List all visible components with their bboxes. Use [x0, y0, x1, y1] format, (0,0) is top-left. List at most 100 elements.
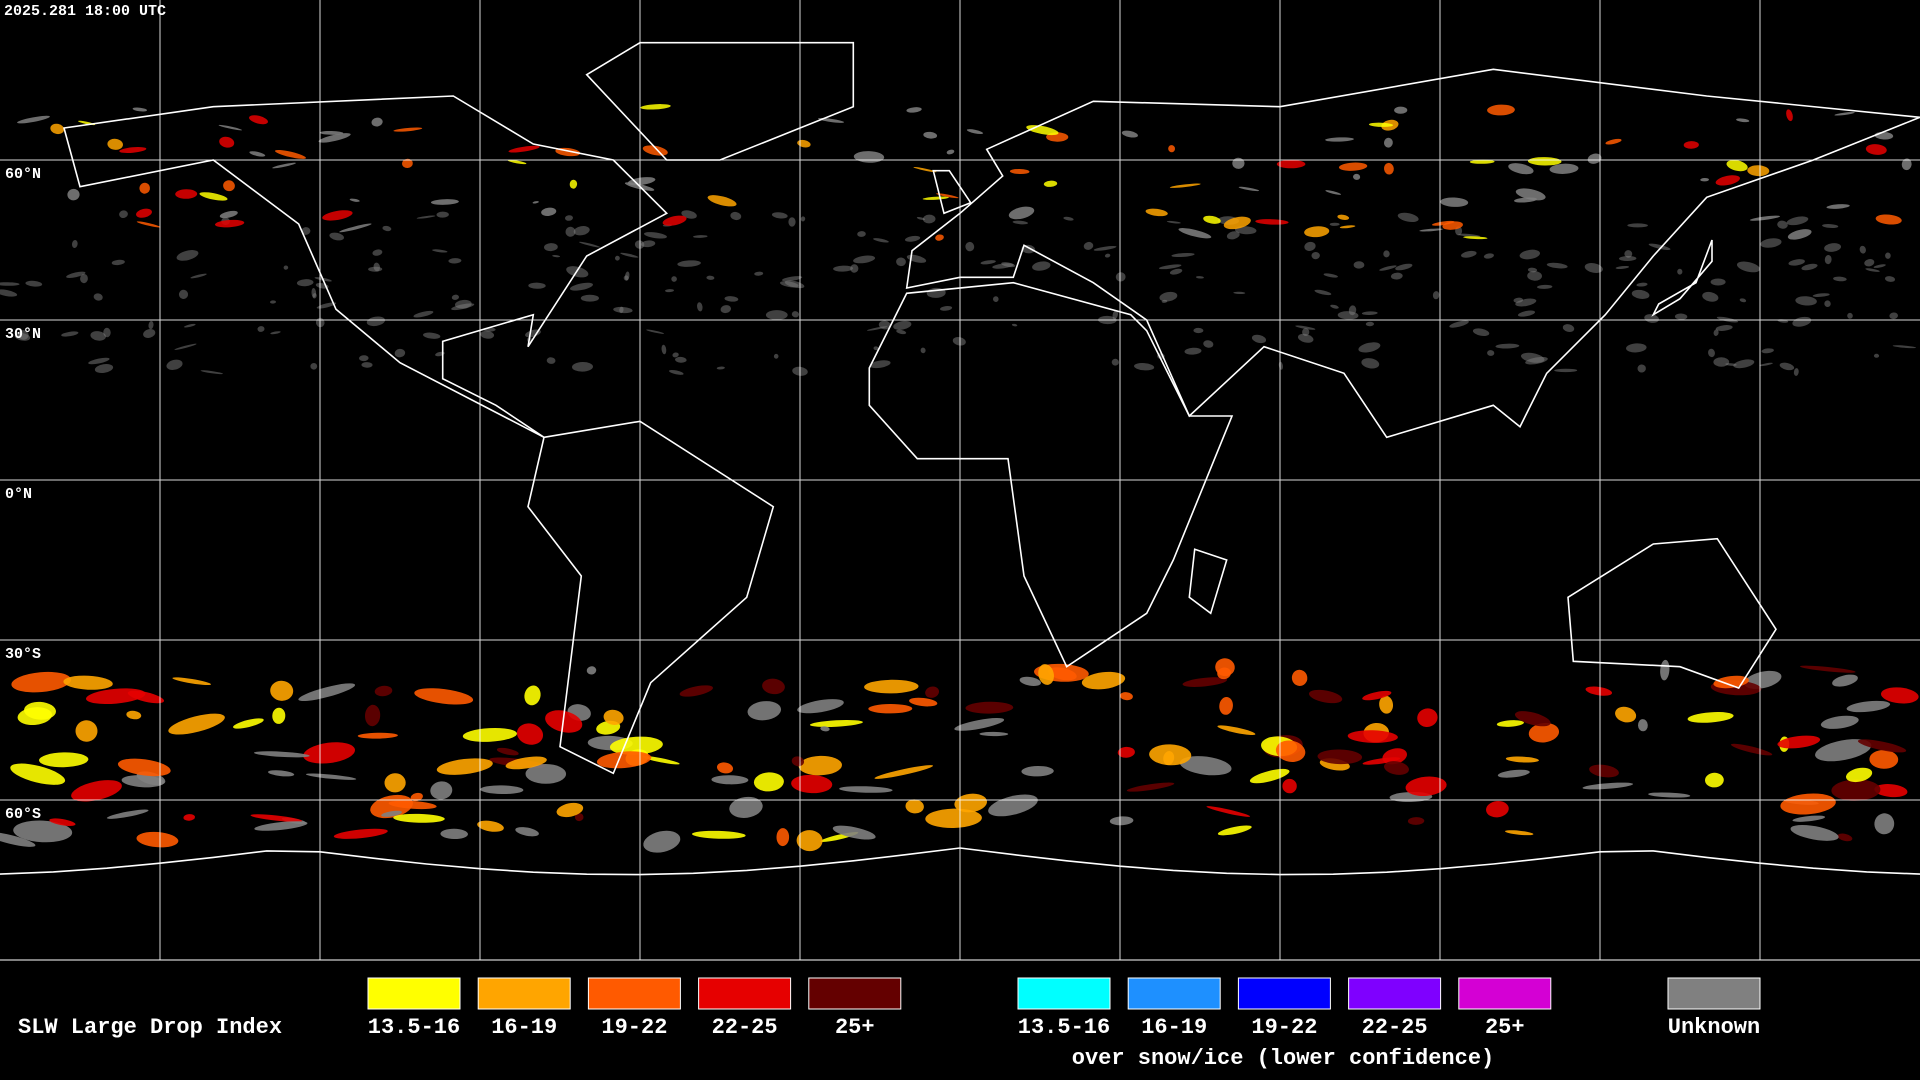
cloud-patch: [788, 217, 796, 227]
cloud-patch: [1382, 748, 1407, 765]
cloud-patch: [922, 196, 949, 200]
cloud-patch: [1660, 659, 1670, 681]
cloud-patch: [1119, 692, 1133, 701]
legend-label: 19-22: [601, 1015, 667, 1040]
cloud-patch: [711, 775, 749, 785]
cloud-patch: [1514, 711, 1551, 727]
cloud-patch: [310, 362, 318, 370]
cloud-patch: [1149, 744, 1192, 766]
cloud-patch: [665, 289, 674, 293]
cloud-patch: [643, 830, 681, 853]
cloud-patch: [311, 288, 317, 298]
cloud-patch: [462, 727, 517, 742]
cloud-patch: [1358, 342, 1381, 353]
cloud-patch: [1627, 223, 1648, 228]
cloud-patch: [1739, 298, 1747, 303]
cloud-patch: [1339, 225, 1356, 229]
cloud-patch: [1329, 222, 1340, 226]
cloud-patch: [646, 329, 665, 334]
cloud-patch: [1846, 767, 1873, 783]
cloud-patch: [1515, 188, 1546, 201]
cloud-patch: [896, 329, 907, 335]
cloud-patch: [776, 828, 790, 847]
cloud-patch: [1700, 177, 1709, 182]
cloud-patch: [214, 219, 245, 228]
cloud-patch: [410, 792, 423, 802]
cloud-patch: [233, 718, 264, 729]
cloud-patch: [1021, 244, 1036, 254]
cloud-patch: [1546, 262, 1568, 269]
cloud-patch: [10, 763, 66, 785]
cloud-patch: [1846, 700, 1891, 713]
cloud-patch: [249, 115, 268, 125]
latitude-label: 60°S: [5, 806, 41, 823]
legend: SLW Large Drop Index over snow/ice (lowe…: [18, 977, 1761, 1071]
cloud-patch: [1859, 245, 1866, 254]
cloud-patch: [1824, 300, 1831, 307]
cloud-patch: [1330, 304, 1339, 309]
cloud-patch: [1203, 215, 1221, 224]
cloud-patch: [580, 294, 600, 302]
cloud-patch: [920, 347, 926, 354]
cloud-patch: [24, 701, 56, 720]
cloud-patch: [303, 742, 356, 764]
cloud-patch: [1874, 784, 1908, 798]
cloud-patch: [642, 145, 668, 156]
cloud-patch: [1121, 130, 1138, 138]
cloud-patch: [1383, 137, 1393, 148]
cloud-patch: [784, 280, 805, 289]
cloud-patch: [1282, 778, 1297, 794]
cloud-patch: [720, 305, 732, 314]
cloud-patch: [190, 273, 207, 279]
cloud-patch: [17, 330, 29, 340]
cloud-patch: [1820, 715, 1859, 729]
cloud-patch: [1193, 327, 1204, 334]
cloud-patch: [1314, 289, 1332, 296]
cloud-patch: [940, 306, 953, 311]
cloud-patch: [675, 356, 687, 363]
cloud-patch: [143, 329, 156, 338]
cloud-patch: [1495, 343, 1520, 349]
cloud-patch: [692, 830, 746, 839]
legend-label: 13.5-16: [1018, 1015, 1110, 1040]
cloud-patch: [524, 685, 541, 706]
cloud-patch: [925, 686, 940, 698]
cloud-patch: [874, 765, 934, 779]
cloud-patch: [1637, 364, 1646, 373]
cloud-patch: [1713, 329, 1719, 336]
cloud-patch: [17, 115, 50, 124]
cloud-patch: [49, 818, 76, 826]
coastline: [1188, 548, 1228, 615]
cloud-patch: [432, 249, 448, 253]
coastline: [932, 169, 972, 215]
cloud-patch: [329, 232, 344, 241]
cloud-patch: [93, 293, 103, 301]
cloud-patch: [176, 250, 199, 261]
cloud-patch: [126, 710, 142, 720]
cloud-patch: [661, 344, 667, 355]
cloud-patch: [373, 262, 381, 272]
cloud-patch: [1048, 667, 1077, 681]
cloud-patch: [1582, 782, 1634, 790]
cloud-patch: [1276, 159, 1306, 169]
cloud-patch: [1715, 175, 1740, 186]
cloud-patch: [868, 703, 913, 714]
cloud-patch: [1687, 712, 1734, 723]
cloud-patch: [448, 258, 462, 264]
cloud-patch: [1710, 278, 1726, 286]
cloud-patch: [1223, 216, 1251, 230]
cloud-patch: [66, 271, 86, 279]
cloud-patch: [1631, 289, 1650, 299]
cloud-patch: [965, 241, 975, 252]
cloud-patch: [349, 198, 360, 202]
cloud-patch: [579, 241, 601, 248]
cloud-patch: [1865, 144, 1887, 155]
cloud-patch: [952, 337, 966, 346]
cloud-patch: [1624, 250, 1633, 258]
cloud-patch: [614, 255, 620, 261]
cloud-patch: [274, 149, 307, 159]
cloud-patch: [1761, 348, 1774, 354]
legend-swatch: [1458, 977, 1552, 1010]
cloud-patch: [1520, 352, 1545, 363]
